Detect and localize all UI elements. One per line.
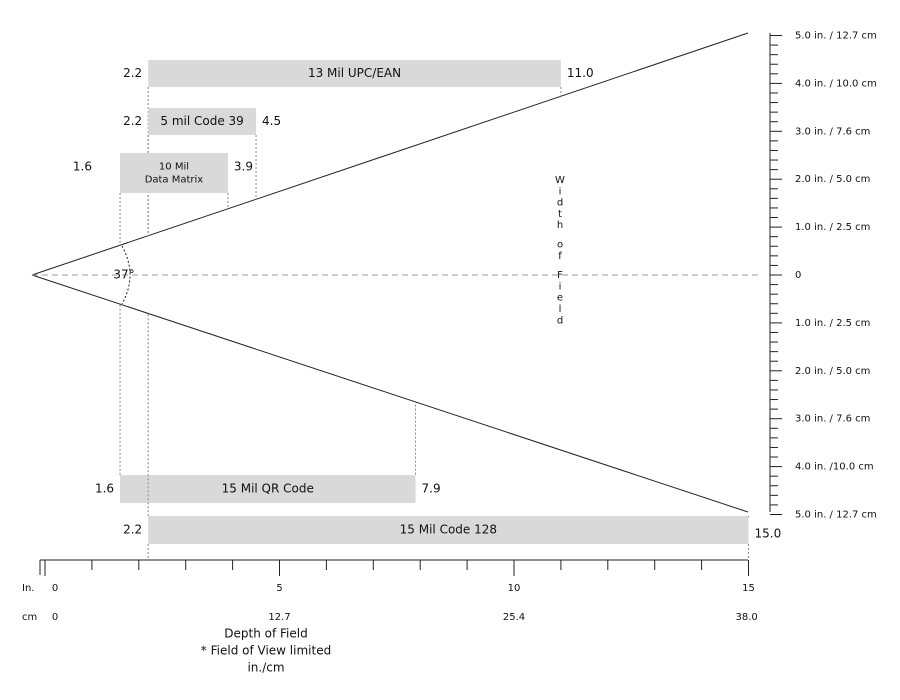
width-tick-label: 0 (795, 270, 801, 281)
cm-axis-name: cm (22, 612, 37, 623)
in-tick-label: 15 (742, 583, 755, 594)
far-label: 7.9 (422, 482, 441, 496)
bar-label: 15 Mil Code 128 (400, 523, 497, 537)
width-label-letter: e (557, 293, 563, 304)
width-tick-label: 1.0 in. / 2.5 cm (795, 222, 870, 233)
far-label: 4.5 (262, 114, 281, 128)
width-label-letter: f (558, 251, 562, 262)
bar-label: 13 Mil UPC/EAN (308, 66, 401, 80)
cone-bottom (31, 274, 749, 513)
width-tick-label: 4.0 in. /10.0 cm (795, 462, 874, 473)
width-label-letter: d (557, 315, 563, 326)
bar (148, 516, 749, 544)
width-tick-label: 5.0 in. / 12.7 cm (795, 510, 877, 521)
footer-text: * Field of View limited (201, 644, 331, 658)
near-label: 1.6 (95, 482, 114, 496)
width-tick-label: 5.0 in. / 12.7 cm (795, 31, 877, 42)
near-label: 2.2 (123, 66, 142, 80)
width-tick-label: 3.0 in. / 7.6 cm (795, 414, 870, 425)
bar-label: Data Matrix (145, 175, 204, 186)
footer-text: in./cm (247, 661, 284, 675)
cone-top (31, 32, 749, 276)
width-label-letter: l (559, 304, 562, 315)
far-label: 3.9 (234, 160, 253, 174)
width-label-letter: W (555, 175, 565, 186)
width-tick-label: 4.0 in. / 10.0 cm (795, 78, 877, 89)
footer-text: Depth of Field (224, 627, 307, 641)
width-label-letter: F (557, 270, 563, 281)
in-tick-label: 10 (508, 583, 521, 594)
far-label: 11.0 (567, 66, 594, 80)
width-label-letter: d (557, 198, 563, 209)
bar (148, 108, 257, 135)
angle-label: 37° (113, 268, 134, 282)
cm-tick-label: 12.7 (268, 612, 290, 623)
near-label: 1.6 (73, 160, 92, 174)
cm-tick-label: 0 (52, 612, 58, 623)
bar-label: 5 mil Code 39 (160, 114, 243, 128)
width-label-letter: h (557, 220, 563, 231)
width-label-letter: i (559, 186, 562, 197)
cm-tick-label: 25.4 (503, 612, 525, 623)
width-tick-label: 1.0 in. / 2.5 cm (795, 318, 870, 329)
width-tick-label: 2.0 in. / 5.0 cm (795, 366, 870, 377)
bar-label: 15 Mil QR Code (222, 482, 314, 496)
width-tick-label: 3.0 in. / 7.6 cm (795, 126, 870, 137)
width-label-letter: i (559, 281, 562, 292)
far-label: 15.0 (755, 527, 782, 541)
angle-arc (121, 245, 131, 305)
near-label: 2.2 (123, 523, 142, 537)
bar-label: 10 Mil (159, 162, 189, 173)
width-label-letter: o (557, 240, 563, 251)
bar (148, 60, 561, 87)
bar (120, 475, 416, 503)
width-tick-label: 2.0 in. / 5.0 cm (795, 174, 870, 185)
bar (120, 153, 228, 193)
near-label: 2.2 (123, 114, 142, 128)
in-tick-label: 5 (276, 583, 282, 594)
in-tick-label: 0 (52, 583, 58, 594)
width-label-letter: t (558, 209, 562, 220)
in-axis-name: In. (22, 583, 34, 594)
cm-tick-label: 38.0 (736, 612, 758, 623)
